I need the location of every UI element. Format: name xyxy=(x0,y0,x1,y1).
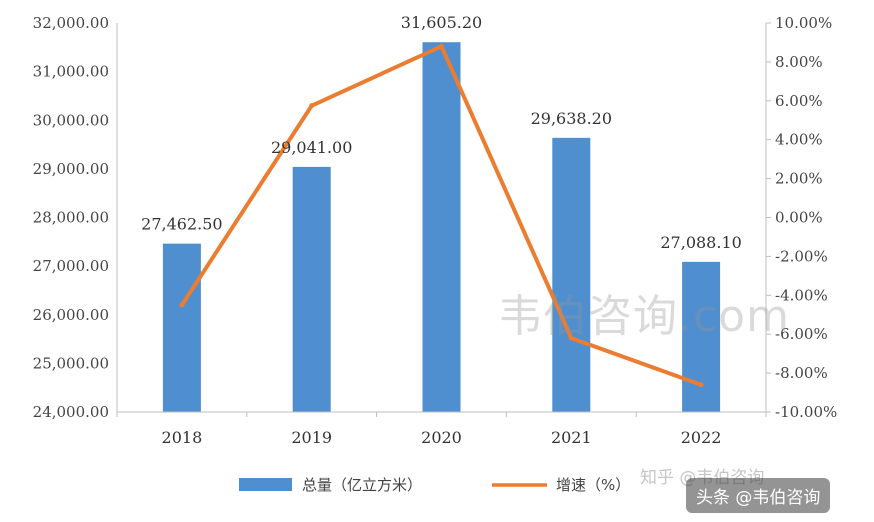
data-labels: 27,462.50 29,041.00 31,605.20 29,638.20 27,0… xyxy=(141,13,742,252)
left-tick-label: 27,000.00 xyxy=(33,257,109,275)
bar-2021 xyxy=(552,137,591,412)
left-tick-label: 29,000.00 xyxy=(33,160,109,178)
x-tick-label: 2022 xyxy=(681,428,722,447)
right-tick-label: 2.00% xyxy=(775,170,823,188)
right-tick-label: -4.00% xyxy=(775,286,828,304)
x-tick-label: 2018 xyxy=(162,428,203,447)
left-tick-label: 25,000.00 xyxy=(33,354,109,372)
bar-2020 xyxy=(422,42,461,413)
left-tick-label: 31,000.00 xyxy=(33,63,109,81)
growth-point-2021 xyxy=(568,335,574,341)
bar-series xyxy=(162,42,721,413)
right-tick-label: 10.00% xyxy=(775,14,832,32)
right-tick-label: -6.00% xyxy=(775,325,828,343)
growth-point-2019 xyxy=(309,103,315,109)
right-tick-label: -2.00% xyxy=(775,247,828,265)
legend-label-line: 增速（%） xyxy=(556,476,630,494)
bar-value-label: 27,462.50 xyxy=(141,215,222,234)
source-badge: 头条 @韦伯咨询 xyxy=(686,478,831,513)
bar-2019 xyxy=(292,166,331,412)
bar-2022 xyxy=(682,261,721,412)
bar-value-label: 29,041.00 xyxy=(271,138,352,157)
growth-point-2020 xyxy=(439,43,444,49)
right-tick-label: 0.00% xyxy=(775,209,823,227)
bar-value-label: 31,605.20 xyxy=(401,13,482,32)
right-tick-label: -8.00% xyxy=(775,364,828,382)
x-tick-label: 2019 xyxy=(291,428,332,447)
x-axis: 2018 2019 2020 2021 2022 xyxy=(116,411,767,447)
right-axis: -10.00% -8.00% -6.00% -4.00% -2.00% 0.00% 2.00… xyxy=(765,14,837,421)
left-axis: 24,000.00 25,000.00 26,000.00 27,000.00 28,0… xyxy=(33,14,118,421)
line-series xyxy=(179,43,704,388)
legend: 总量（亿立方米） 增速（%） xyxy=(239,476,630,494)
left-tick-label: 24,000.00 xyxy=(33,403,109,421)
growth-point-2022 xyxy=(698,382,704,388)
legend-swatch-bar xyxy=(239,478,292,491)
legend-label-bar: 总量（亿立方米） xyxy=(302,476,422,494)
right-tick-label: 4.00% xyxy=(775,131,823,149)
left-tick-label: 26,000.00 xyxy=(33,306,109,324)
left-tick-label: 30,000.00 xyxy=(33,111,109,129)
bar-value-label: 29,638.20 xyxy=(531,109,612,128)
left-tick-label: 28,000.00 xyxy=(33,209,109,227)
left-tick-label: 32,000.00 xyxy=(33,14,109,32)
right-tick-label: -10.00% xyxy=(775,403,837,421)
right-tick-label: 6.00% xyxy=(775,92,823,110)
x-tick-label: 2020 xyxy=(421,428,462,447)
bar-value-label: 27,088.10 xyxy=(660,233,741,252)
bar-2018 xyxy=(162,243,201,412)
right-tick-label: 8.00% xyxy=(775,53,823,71)
growth-point-2018 xyxy=(179,302,185,308)
x-tick-label: 2021 xyxy=(551,428,592,447)
